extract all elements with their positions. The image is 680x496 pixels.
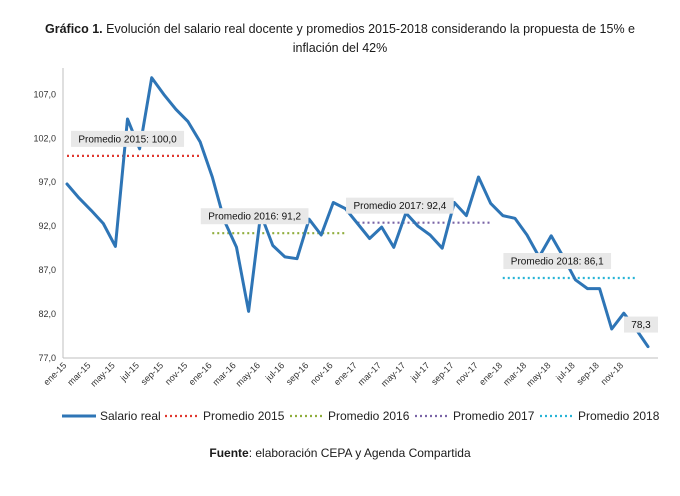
annotation-box: [71, 130, 185, 147]
x-tick-label: jul-15: [118, 360, 141, 383]
chart-title: Gráfico 1. Evolución del salario real do…: [0, 20, 680, 58]
x-tick-label: ene-18: [477, 360, 504, 387]
chart-title-text: Evolución del salario real docente y pro…: [106, 22, 635, 36]
annotation-label: Promedio 2017: 92,4: [353, 201, 446, 212]
legend-label: Promedio 2017: [453, 409, 535, 423]
annotation-label: Promedio 2018: 86,1: [511, 257, 604, 268]
x-tick-label: jul-17: [408, 360, 431, 383]
annotation-label: Promedio 2016: 91,2: [208, 212, 301, 223]
annotation-box: [503, 253, 612, 270]
y-tick-label: 82,0: [38, 309, 56, 319]
x-tick-label: nov-15: [163, 360, 190, 387]
x-tick-label: sep-18: [574, 360, 601, 387]
x-tick-label: mar-15: [65, 360, 92, 387]
legend-label: Promedio 2016: [328, 409, 410, 423]
x-tick-label: may-16: [234, 360, 262, 388]
x-tick-label: jul-18: [553, 360, 576, 383]
x-tick-label: mar-18: [501, 360, 528, 387]
salary-line: [65, 76, 650, 349]
y-tick-label: 87,0: [38, 265, 56, 275]
x-tick-label: mar-16: [211, 360, 238, 387]
legend-label: Promedio 2015: [203, 409, 285, 423]
chart-title-line-1: Gráfico 1. Evolución del salario real do…: [0, 20, 680, 39]
annotation-label: 78,3: [631, 320, 651, 331]
x-tick-label: ene-17: [332, 360, 359, 387]
y-tick-label: 107,0: [33, 89, 56, 99]
source-text: : elaboración CEPA y Agenda Compartida: [248, 446, 471, 460]
source-label: Fuente: [209, 446, 249, 460]
legend-label: Salario real: [100, 409, 161, 423]
x-tick-label: jul-16: [263, 360, 286, 383]
x-tick-label: ene-15: [42, 360, 69, 387]
x-tick-label: may-15: [89, 360, 117, 388]
annotation-box: [624, 316, 658, 333]
x-tick-label: nov-17: [453, 360, 480, 387]
annotation-box: [346, 197, 454, 214]
x-tick-label: may-17: [379, 360, 407, 388]
y-tick-label: 92,0: [38, 221, 56, 231]
legend-label: Promedio 2018: [578, 409, 660, 423]
x-tick-label: sep-16: [284, 360, 311, 387]
x-tick-label: sep-15: [139, 360, 166, 387]
chart-source: Fuente: elaboración CEPA y Agenda Compar…: [0, 446, 680, 460]
x-tick-label: mar-17: [356, 360, 383, 387]
y-tick-label: 97,0: [38, 177, 56, 187]
chart-title-line-2: inflación del 42%: [292, 41, 388, 55]
x-tick-label: ene-16: [187, 360, 214, 387]
annotation-label: Promedio 2015: 100,0: [78, 134, 177, 145]
x-tick-label: may-18: [524, 360, 552, 388]
y-tick-label: 102,0: [33, 133, 56, 143]
y-tick-label: 77,0: [38, 353, 56, 363]
annotation-box: [200, 208, 309, 225]
x-tick-label: nov-16: [308, 360, 335, 387]
x-tick-label: nov-18: [599, 360, 626, 387]
chart-title-prefix: Gráfico 1.: [45, 22, 103, 36]
x-tick-label: sep-17: [429, 360, 456, 387]
